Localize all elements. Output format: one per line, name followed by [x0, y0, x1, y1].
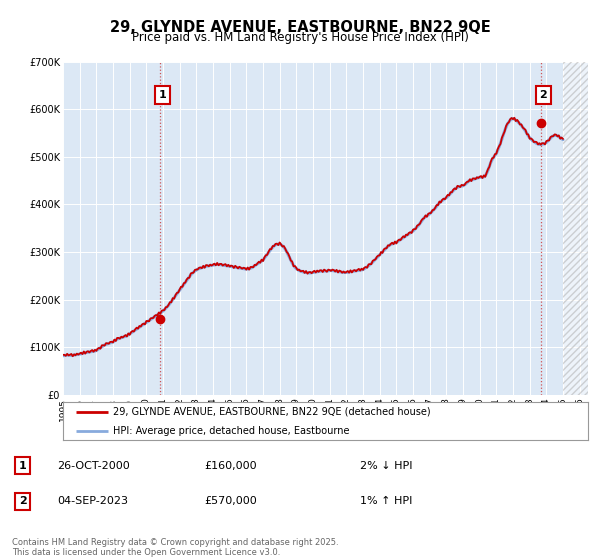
- Text: Price paid vs. HM Land Registry's House Price Index (HPI): Price paid vs. HM Land Registry's House …: [131, 31, 469, 44]
- Text: 1: 1: [158, 90, 166, 100]
- Text: Contains HM Land Registry data © Crown copyright and database right 2025.
This d: Contains HM Land Registry data © Crown c…: [12, 538, 338, 557]
- Text: 2% ↓ HPI: 2% ↓ HPI: [360, 461, 413, 471]
- Text: 29, GLYNDE AVENUE, EASTBOURNE, BN22 9QE (detached house): 29, GLYNDE AVENUE, EASTBOURNE, BN22 9QE …: [113, 407, 431, 417]
- Text: 04-SEP-2023: 04-SEP-2023: [57, 496, 128, 506]
- Text: £570,000: £570,000: [204, 496, 257, 506]
- Polygon shape: [563, 62, 588, 395]
- Text: 2: 2: [19, 496, 26, 506]
- Text: 1: 1: [19, 461, 26, 471]
- Text: 29, GLYNDE AVENUE, EASTBOURNE, BN22 9QE: 29, GLYNDE AVENUE, EASTBOURNE, BN22 9QE: [110, 20, 490, 35]
- Text: £160,000: £160,000: [204, 461, 257, 471]
- Text: 26-OCT-2000: 26-OCT-2000: [57, 461, 130, 471]
- Text: 1% ↑ HPI: 1% ↑ HPI: [360, 496, 412, 506]
- Text: HPI: Average price, detached house, Eastbourne: HPI: Average price, detached house, East…: [113, 426, 349, 436]
- Text: 2: 2: [539, 90, 547, 100]
